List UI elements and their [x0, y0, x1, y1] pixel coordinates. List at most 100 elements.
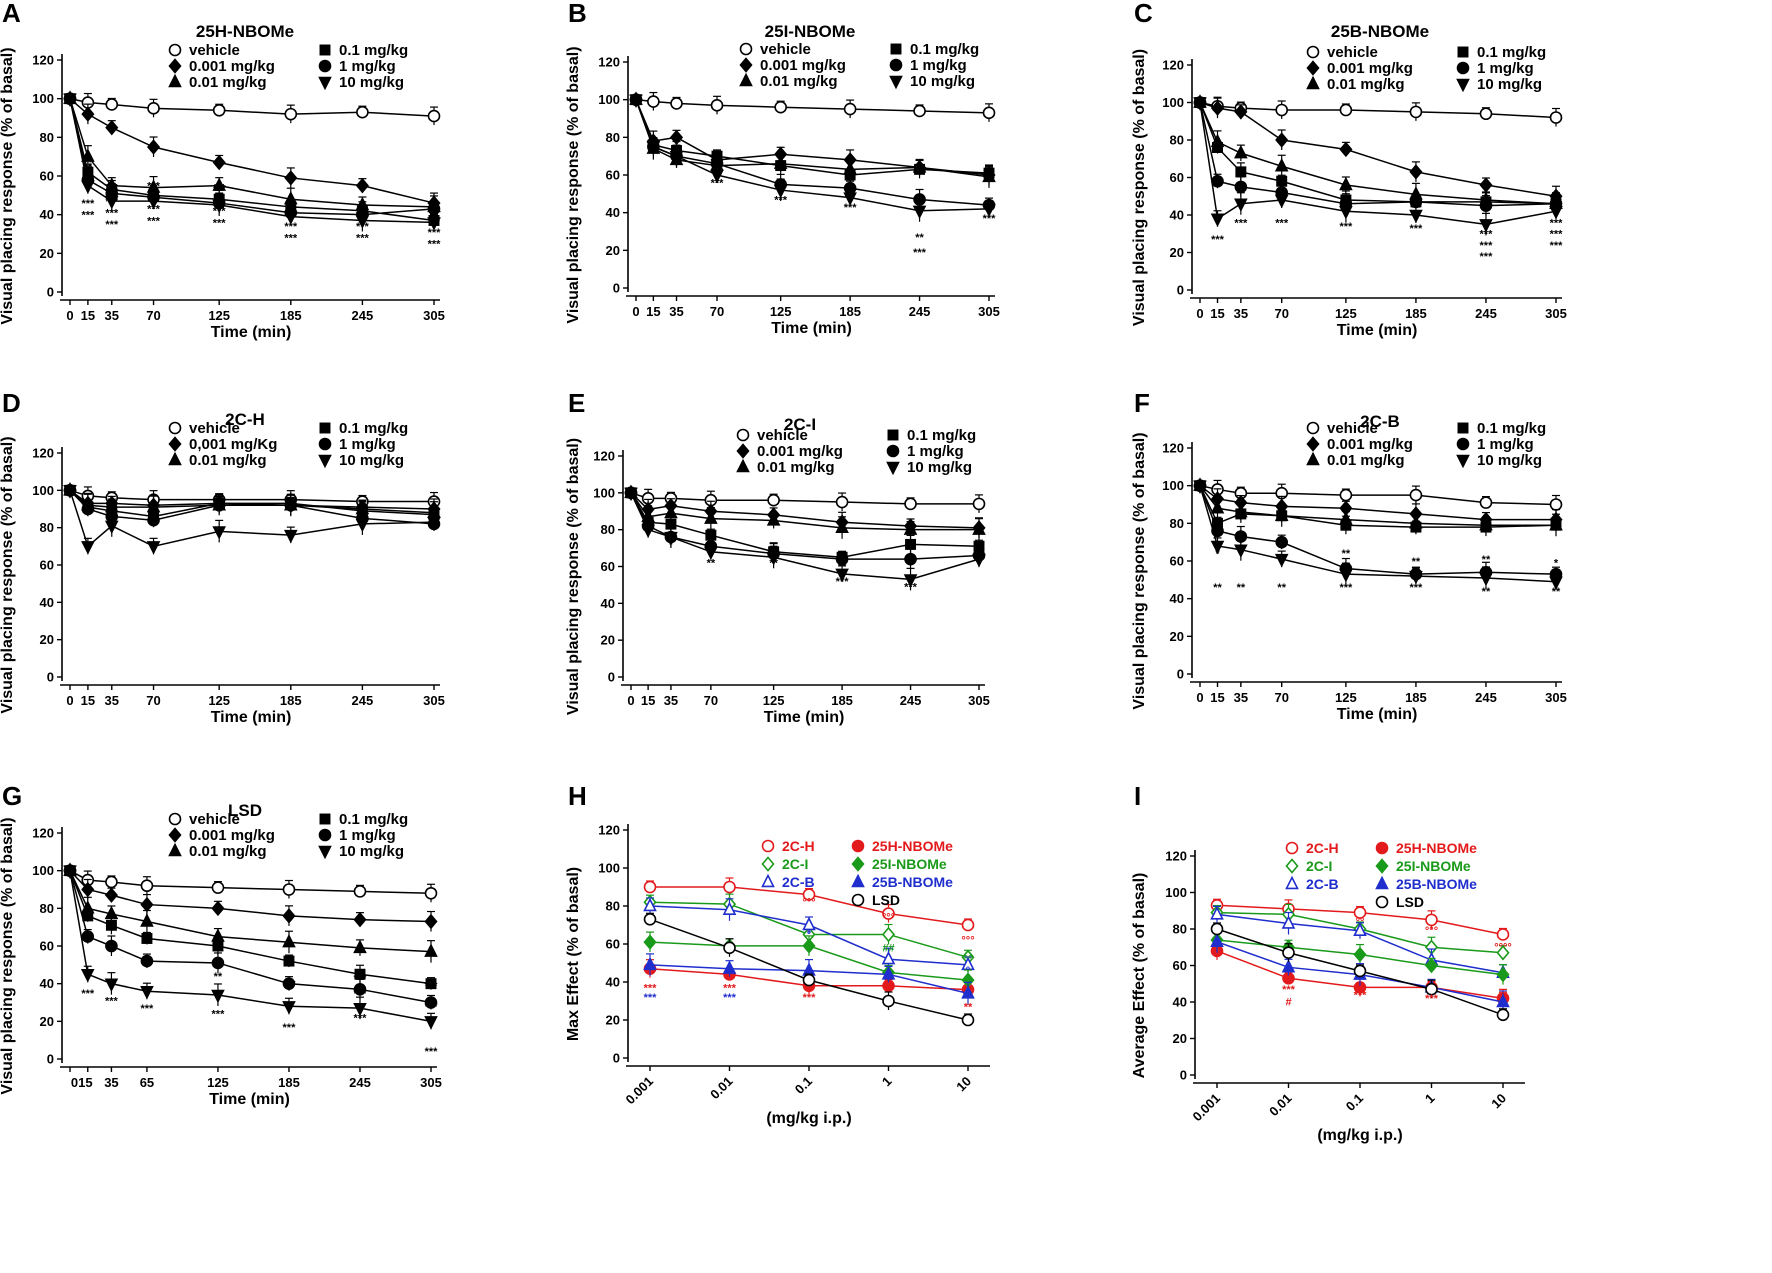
data-point: [146, 541, 161, 555]
data-point: [1409, 195, 1423, 209]
data-point: [212, 498, 226, 512]
data-point: [972, 497, 986, 511]
data-point: [1274, 157, 1289, 172]
data-point: [881, 950, 896, 965]
legend-marker: [168, 451, 182, 466]
data-point: [1425, 982, 1438, 996]
y-tick-label: 60: [40, 169, 54, 184]
significance-label: **: [285, 960, 294, 972]
data-point: [1281, 959, 1296, 973]
y-tick-label: 80: [606, 130, 620, 145]
x-tick-label: 305: [1545, 306, 1567, 321]
panel-letter: C: [1134, 0, 1153, 28]
data-point: [282, 933, 296, 948]
legend-label: 10 mg/kg: [1477, 76, 1542, 93]
data-point: [882, 994, 895, 1008]
significance-label: *: [669, 539, 674, 551]
data-point: [643, 897, 657, 912]
data-point: [353, 1002, 367, 1017]
significance-label: **: [707, 546, 716, 558]
legend-label: 0.001 mg/kg: [189, 58, 275, 75]
legend-label: 2C-I: [782, 856, 808, 872]
legend-marker: [1457, 46, 1469, 58]
data-point: [903, 521, 918, 535]
x-tick-label: 125: [1335, 306, 1357, 321]
chart-title: LSD: [228, 801, 262, 820]
data-point: [1210, 922, 1224, 936]
y-tick-label: 20: [40, 632, 54, 647]
y-tick-label: 40: [606, 975, 620, 990]
significance-label: *: [1215, 548, 1220, 560]
significance-label: ***: [356, 221, 370, 233]
data-point: [1281, 915, 1296, 929]
x-tick-label: 70: [1274, 306, 1288, 321]
x-tick-label: 0.01: [707, 1074, 736, 1103]
x-axis-label: Time (min): [764, 709, 845, 726]
legend-marker: [318, 76, 332, 91]
x-tick-label: 70: [710, 304, 724, 319]
y-tick-label: 0: [1180, 1068, 1187, 1083]
data-point: [1276, 510, 1288, 522]
y-tick-label: 40: [40, 595, 54, 610]
series-10-mg-kg: [63, 485, 441, 555]
x-tick-label: 185: [839, 304, 861, 319]
significance-label: ***: [1425, 993, 1439, 1005]
panel-f: F 2C-B 0 20 40 60 80 100 120 0 15 35 70 125 185 245 305 T…: [1131, 388, 1567, 723]
data-point: [427, 109, 441, 123]
y-tick-label: 80: [1170, 133, 1184, 148]
significance-label: **: [1237, 582, 1246, 594]
legend-marker: [319, 422, 331, 434]
series-line: [69, 98, 435, 204]
x-tick-label: 70: [1274, 690, 1288, 705]
x-tick-label: 245: [909, 304, 931, 319]
y-tick-label: 120: [593, 449, 615, 464]
data-point: [81, 106, 95, 122]
data-point: [723, 880, 736, 894]
x-tick-label: 245: [352, 693, 374, 708]
data-point: [147, 102, 160, 115]
significance-label: ***: [147, 215, 161, 227]
x-tick-label: 70: [146, 693, 160, 708]
significance-label: ***: [147, 204, 161, 216]
data-point: [1409, 164, 1423, 180]
legend-label: 25B-NBOMe: [1396, 876, 1477, 892]
legend-marker: [168, 827, 182, 843]
legend-marker: [761, 839, 775, 853]
data-point: [1550, 519, 1562, 531]
legend-label: 0.001 mg/kg: [1327, 436, 1413, 453]
x-tick-label: 10: [953, 1074, 974, 1095]
significance-label: ***: [1550, 240, 1564, 252]
legend-marker: [168, 812, 182, 826]
legend-marker: [318, 59, 332, 73]
series-vehicle: [629, 91, 996, 122]
panel-letter: D: [2, 388, 21, 418]
significance-label: ***: [428, 215, 442, 227]
legend-label: 0.01 mg/kg: [189, 452, 267, 469]
y-tick-label: 40: [606, 205, 620, 220]
significance-label: **: [964, 1002, 973, 1014]
data-point: [353, 911, 367, 928]
data-point: [1340, 519, 1352, 531]
x-axis-label: (mg/kg i.p.): [766, 1110, 851, 1127]
significance-label: ***: [283, 978, 297, 990]
y-tick-label: 100: [598, 861, 620, 876]
legend-label: 25B-NBOMe: [872, 874, 953, 890]
data-point: [104, 520, 119, 535]
series-lsd: [1210, 922, 1510, 1022]
series-lsd: [643, 912, 975, 1027]
data-point: [1353, 964, 1367, 978]
data-point: [356, 105, 369, 119]
y-tick-label: 40: [40, 207, 54, 222]
y-tick-label: 60: [40, 939, 54, 954]
legend-label: 2C-H: [782, 838, 815, 854]
series-line: [69, 870, 432, 1023]
significance-label: ***: [428, 239, 442, 251]
data-point: [283, 955, 295, 967]
legend-marker: [168, 73, 182, 88]
data-point: [766, 552, 781, 566]
significance-label: ***: [356, 233, 370, 245]
legend-label: vehicle: [1327, 44, 1378, 61]
y-tick-label: 60: [40, 558, 54, 573]
legend-marker: [851, 893, 865, 907]
